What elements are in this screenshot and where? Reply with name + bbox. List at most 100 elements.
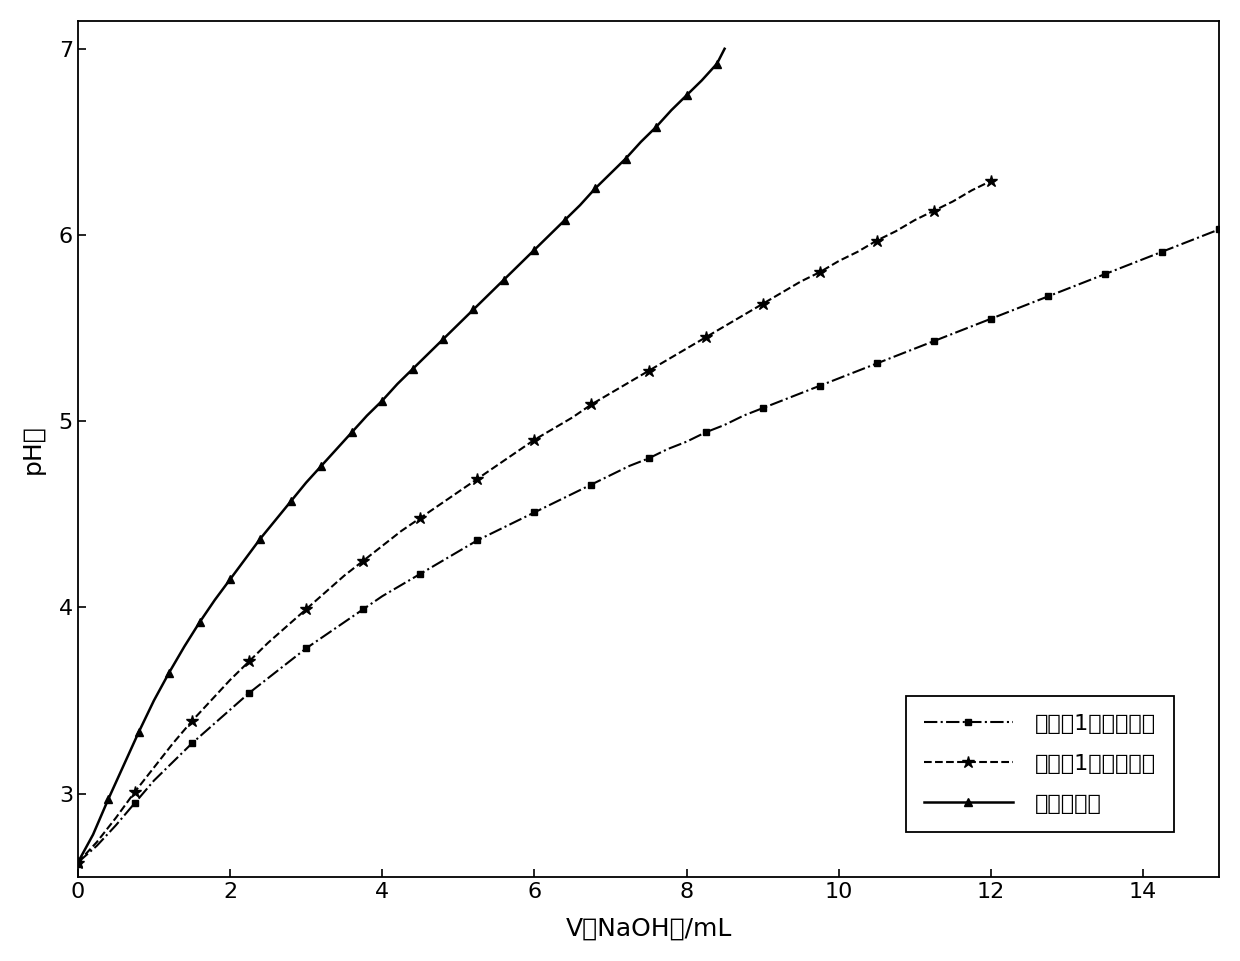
- 实施例1制得钓鸣剂: [165, 738, 180, 750]
- 实施例1制得钓鸣剂: [89, 836, 104, 848]
- 实施例1制得钓鸣剂: [698, 332, 713, 343]
- 硫酸钓溶液: [573, 200, 588, 211]
- 实施例1制得钓鸣剂: [737, 309, 751, 321]
- 实施例1制得钓鸣剂: [794, 276, 808, 287]
- 实施例1制得钓鸣剂: [546, 423, 560, 434]
- 实施例1制得钓鸣剂: [260, 637, 275, 649]
- 硫酸钓溶液: [360, 409, 374, 421]
- 实施例1制得钓鸣剂: [356, 555, 371, 567]
- 实施例1制得钓鸣剂: [565, 411, 580, 423]
- 硫酸钓溶液: [161, 667, 176, 678]
- 对比例1制得钓鸣剂: [470, 534, 485, 546]
- 实施例1制得钓鸣剂: [888, 226, 903, 237]
- 实施例1制得钓鸣剂: [680, 343, 694, 355]
- 硫酸钓溶液: [496, 274, 511, 285]
- 实施例1制得钓鸣剂: [337, 570, 352, 581]
- 实施例1制得钓鸣剂: [527, 434, 542, 446]
- 硫酸钓溶液: [314, 460, 329, 472]
- Y-axis label: pH値: pH値: [21, 424, 45, 474]
- 硫酸钓溶液: [619, 153, 634, 164]
- 对比例1制得钓鸣剂: [1211, 224, 1226, 235]
- 实施例1制得钓鸣剂: [489, 460, 503, 472]
- 实施例1制得钓鸣剂: [394, 526, 409, 537]
- 硫酸钓溶液: [435, 333, 450, 345]
- 对比例1制得钓鸣剂: [299, 643, 314, 654]
- 硫酸钓溶液: [131, 727, 146, 738]
- 硫酸钓溶液: [709, 58, 724, 69]
- 实施例1制得钓鸣剂: [603, 387, 618, 399]
- 硫酸钓溶液: [268, 514, 283, 526]
- 对比例1制得钓鸣剂: [71, 857, 86, 869]
- 硫酸钓溶液: [603, 168, 618, 180]
- 实施例1制得钓鸣剂: [755, 298, 770, 309]
- 硫酸钓溶液: [284, 496, 299, 507]
- 硫酸钓溶液: [557, 214, 572, 226]
- 硫酸钓溶液: [177, 641, 192, 653]
- 实施例1制得钓鸣剂: [470, 473, 485, 484]
- 实施例1制得钓鸣剂: [584, 399, 599, 410]
- 对比例1制得钓鸣剂: [337, 617, 352, 628]
- 实施例1制得钓鸣剂: [242, 655, 257, 667]
- 硫酸钓溶液: [694, 75, 709, 86]
- 实施例1制得钓鸣剂: [451, 486, 466, 498]
- 实施例1制得钓鸣剂: [831, 256, 846, 267]
- 硫酸钓溶液: [451, 319, 466, 331]
- 实施例1制得钓鸣剂: [508, 447, 523, 458]
- 实施例1制得钓鸣剂: [146, 762, 161, 774]
- 硫酸钓溶液: [680, 89, 694, 101]
- Line: 实施例1制得钓鸣剂: 实施例1制得钓鸣剂: [72, 175, 997, 869]
- 实施例1制得钓鸣剂: [374, 540, 389, 552]
- 硫酸钓溶液: [222, 574, 237, 585]
- 实施例1制得钓鸣剂: [185, 715, 200, 727]
- 实施例1制得钓鸣剂: [983, 175, 998, 186]
- Legend: 对比例1制得钓鸣剂, 实施例1制得钓鸣剂, 硫酸钓溶液: 对比例1制得钓鸣剂, 实施例1制得钓鸣剂, 硫酸钓溶液: [906, 697, 1174, 832]
- 实施例1制得钓鸣剂: [851, 246, 866, 258]
- 硫酸钓溶液: [345, 427, 360, 438]
- 硫酸钓溶液: [100, 794, 115, 805]
- 实施例1制得钓鸣剂: [660, 354, 675, 365]
- Line: 对比例1制得钓鸣剂: 对比例1制得钓鸣剂: [74, 226, 1223, 866]
- 硫酸钓溶液: [117, 760, 131, 772]
- 对比例1制得钓鸣剂: [680, 436, 694, 448]
- 硫酸钓溶液: [238, 554, 253, 565]
- 实施例1制得钓鸣剂: [317, 587, 332, 599]
- 硫酸钓溶液: [86, 828, 100, 840]
- 硫酸钓溶液: [329, 443, 343, 455]
- 硫酸钓溶液: [542, 230, 557, 241]
- 实施例1制得钓鸣剂: [869, 234, 884, 246]
- 硫酸钓溶液: [481, 289, 496, 301]
- 硫酸钓溶液: [717, 43, 732, 55]
- Line: 硫酸钓溶液: 硫酸钓溶液: [73, 44, 729, 867]
- 硫酸钓溶液: [527, 244, 542, 256]
- 硫酸钓溶液: [649, 121, 663, 133]
- 硫酸钓溶液: [71, 857, 86, 869]
- 实施例1制得钓鸣剂: [622, 377, 637, 388]
- 实施例1制得钓鸣剂: [717, 320, 732, 332]
- 实施例1制得钓鸣剂: [71, 857, 86, 869]
- 对比例1制得钓鸣剂: [755, 403, 770, 414]
- 硫酸钓溶液: [253, 532, 268, 544]
- 实施例1制得钓鸣剂: [641, 365, 656, 377]
- 实施例1制得钓鸣剂: [945, 196, 960, 208]
- 硫酸钓溶液: [466, 304, 481, 315]
- X-axis label: V（NaOH）/mL: V（NaOH）/mL: [565, 916, 732, 940]
- 硫酸钓溶液: [663, 105, 678, 116]
- 硫酸钓溶液: [146, 695, 161, 706]
- 实施例1制得钓鸣剂: [280, 620, 295, 631]
- 实施例1制得钓鸣剂: [926, 205, 941, 216]
- 硫酸钓溶液: [374, 395, 389, 407]
- 对比例1制得钓鸣剂: [1059, 283, 1074, 295]
- 实施例1制得钓鸣剂: [108, 812, 123, 824]
- 硫酸钓溶液: [588, 183, 603, 194]
- 硫酸钓溶液: [207, 594, 222, 605]
- 硫酸钓溶液: [634, 136, 649, 148]
- 硫酸钓溶液: [420, 349, 435, 360]
- 实施例1制得钓鸣剂: [965, 185, 980, 196]
- 实施例1制得钓鸣剂: [203, 695, 218, 706]
- 实施例1制得钓鸣剂: [222, 675, 237, 686]
- 硫酸钓溶液: [405, 363, 420, 375]
- 硫酸钓溶液: [512, 259, 527, 271]
- 硫酸钓溶液: [192, 617, 207, 628]
- 硫酸钓溶液: [389, 379, 404, 390]
- 实施例1制得钓鸣剂: [128, 786, 143, 798]
